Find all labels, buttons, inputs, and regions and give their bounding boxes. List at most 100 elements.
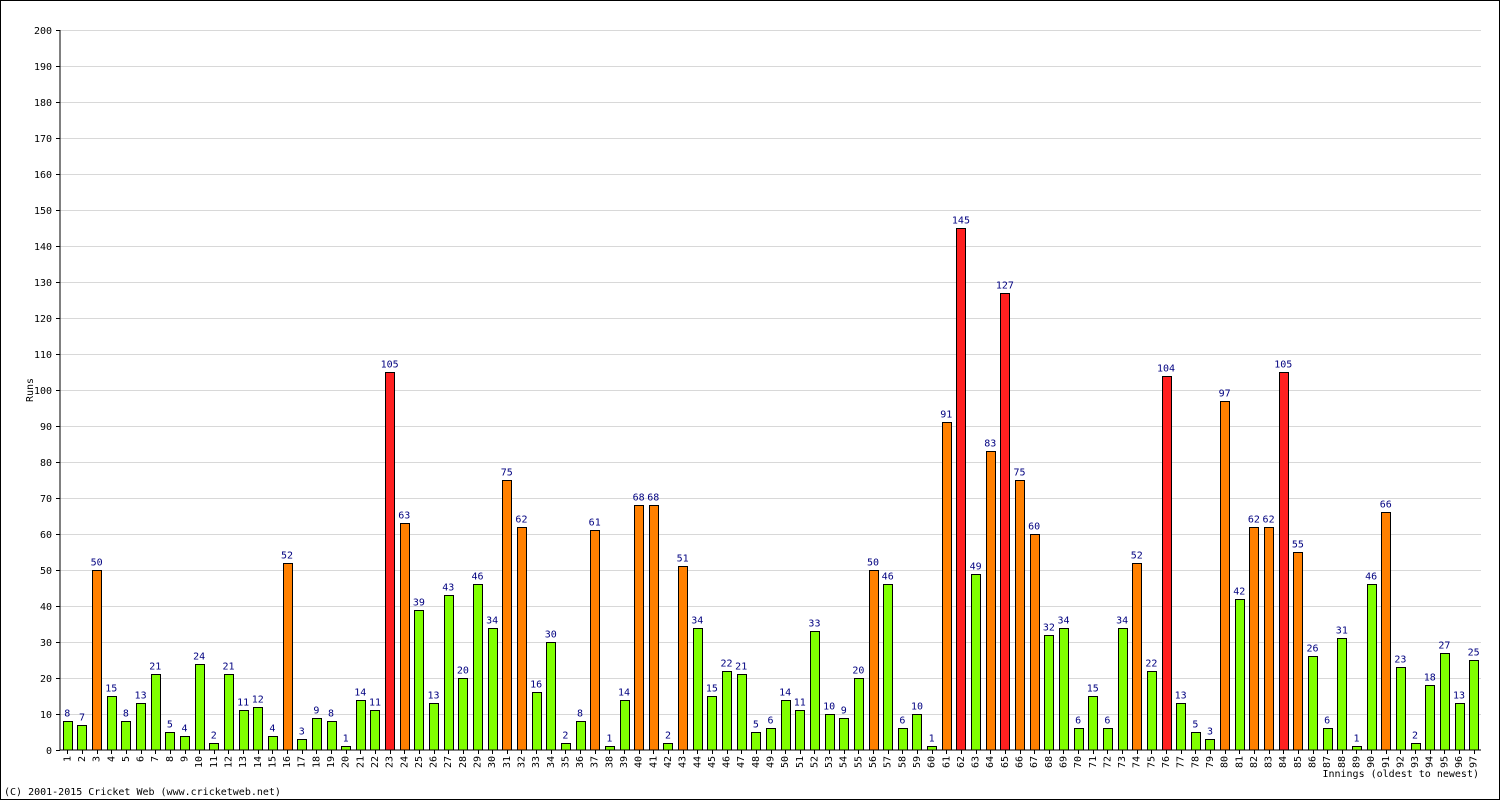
- x-tick-label: 26: [429, 756, 440, 768]
- bar-value-label: 68: [647, 493, 659, 504]
- bar: [209, 743, 219, 751]
- x-tick-label: 12: [223, 756, 234, 768]
- x-tick-label: 93: [1410, 756, 1421, 768]
- bar: [839, 718, 849, 751]
- x-tick-label: 46: [722, 756, 733, 768]
- bar-value-label: 24: [193, 652, 205, 663]
- bar: [77, 725, 87, 751]
- x-tick-label: 21: [355, 756, 366, 768]
- bar: [473, 584, 483, 751]
- bar: [1030, 534, 1040, 751]
- bar: [766, 728, 776, 751]
- x-tick-label: 73: [1117, 756, 1128, 768]
- x-tick-label: 29: [473, 756, 484, 768]
- bar: [561, 743, 571, 751]
- x-tick-label: 62: [956, 756, 967, 768]
- x-tick-label: 56: [868, 756, 879, 768]
- x-tick-label: 14: [253, 756, 264, 768]
- bar: [693, 628, 703, 751]
- bar: [605, 746, 615, 751]
- bar-value-label: 5: [167, 720, 173, 731]
- bar-value-label: 127: [996, 281, 1014, 292]
- bar: [1088, 696, 1098, 751]
- bar-value-label: 11: [794, 698, 806, 709]
- y-tick-label: 170: [34, 134, 52, 145]
- bar-value-label: 105: [381, 360, 399, 371]
- bar-value-label: 32: [1043, 623, 1055, 634]
- bar-value-label: 23: [1394, 655, 1406, 666]
- bar: [986, 451, 996, 751]
- copyright-text: (C) 2001-2015 Cricket Web (www.cricketwe…: [4, 787, 281, 798]
- y-tick-label: 40: [40, 602, 52, 613]
- x-tick-label: 33: [531, 756, 542, 768]
- bar: [825, 714, 835, 751]
- x-tick-label: 39: [619, 756, 630, 768]
- x-tick-label: 70: [1073, 756, 1084, 768]
- bar-value-label: 105: [1274, 360, 1292, 371]
- bar: [488, 628, 498, 751]
- bar-value-label: 15: [1087, 684, 1099, 695]
- bar-value-label: 18: [1424, 673, 1436, 684]
- bar: [1455, 703, 1465, 751]
- bar: [1337, 638, 1347, 751]
- x-tick-label: 61: [941, 756, 952, 768]
- x-tick-label: 48: [751, 756, 762, 768]
- x-tick-label: 78: [1190, 756, 1201, 768]
- bar: [1411, 743, 1421, 751]
- x-tick-label: 16: [282, 756, 293, 768]
- x-tick-label: 55: [853, 756, 864, 768]
- y-tick-label: 190: [34, 62, 52, 73]
- x-tick-label: 50: [780, 756, 791, 768]
- x-tick-label: 79: [1205, 756, 1216, 768]
- x-tick-label: 4: [106, 756, 117, 762]
- x-tick-label: 65: [1000, 756, 1011, 768]
- x-tick-label: 1: [62, 756, 73, 762]
- bar-value-label: 6: [767, 716, 773, 727]
- x-tick-label: 36: [575, 756, 586, 768]
- bar-value-label: 34: [486, 616, 498, 627]
- bar-value-label: 34: [1057, 616, 1069, 627]
- bar: [1440, 653, 1450, 751]
- bar-value-label: 5: [1192, 720, 1198, 731]
- bar: [854, 678, 864, 751]
- y-axis-ticks: 0 10 20 30 40 50 60 70 80 90 100 110 120 130 140 150 160…: [34, 26, 60, 757]
- bar: [151, 674, 161, 751]
- bar-value-label: 12: [252, 695, 264, 706]
- y-tick-label: 80: [40, 458, 52, 469]
- bar-value-label: 46: [1365, 572, 1377, 583]
- bar-value-label: 46: [882, 572, 894, 583]
- bar: [1469, 660, 1479, 751]
- bar-value-label: 42: [1233, 587, 1245, 598]
- x-tick-label: 43: [678, 756, 689, 768]
- bar: [634, 505, 644, 751]
- y-tick-label: 160: [34, 170, 52, 181]
- bar-value-label: 10: [823, 702, 835, 713]
- x-tick-label: 68: [1044, 756, 1055, 768]
- y-tick-label: 100: [34, 386, 52, 397]
- bar: [912, 714, 922, 751]
- bar-value-label: 11: [237, 698, 249, 709]
- bar: [1425, 685, 1435, 751]
- bar-value-label: 25: [1468, 648, 1480, 659]
- bar-value-label: 6: [899, 716, 905, 727]
- bar-value-label: 52: [281, 551, 293, 562]
- x-tick-label: 44: [692, 756, 703, 768]
- x-tick-label: 6: [136, 756, 147, 762]
- bar-value-label: 8: [64, 709, 70, 720]
- bar-value-label: 15: [706, 684, 718, 695]
- bar: [1162, 376, 1172, 751]
- bar: [1220, 401, 1230, 751]
- bar-value-label: 33: [808, 619, 820, 630]
- bar-value-label: 1: [1353, 734, 1359, 745]
- bar-value-label: 27: [1438, 641, 1450, 652]
- y-tick-label: 200: [34, 26, 52, 37]
- bar: [927, 746, 937, 751]
- bar: [883, 584, 893, 751]
- bar-value-label: 9: [841, 706, 847, 717]
- x-tick-label: 92: [1395, 756, 1406, 768]
- bar: [458, 678, 468, 751]
- y-tick-label: 30: [40, 638, 52, 649]
- x-tick-label: 74: [1132, 756, 1143, 768]
- bar: [92, 570, 102, 751]
- y-tick-label: 180: [34, 98, 52, 109]
